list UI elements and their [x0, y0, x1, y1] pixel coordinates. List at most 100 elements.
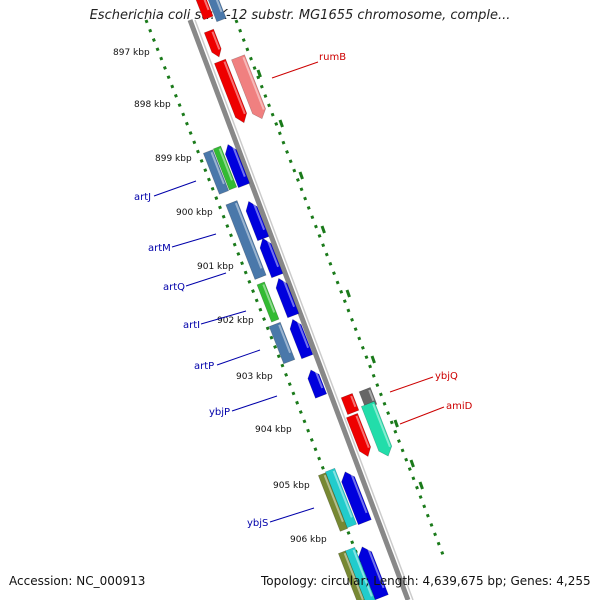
gene-red-3 [346, 412, 372, 457]
gene-amiD [360, 400, 393, 457]
gene-steelblue-2-highlight [234, 202, 263, 269]
gene-ybjS-highlight [349, 471, 368, 514]
gene-green-2-shape [256, 281, 280, 323]
gene-label: artM [148, 243, 171, 254]
gene-steelblue-1 [202, 149, 230, 195]
gene-label: artQ [163, 282, 185, 293]
gene-red-forward-highlight [223, 61, 246, 115]
genome-summary: Topology: circular; Length: 4,639,675 bp… [261, 574, 591, 588]
gene-top-blue [205, 0, 227, 23]
label-layer: 897 kbp 898 kbp 899 kbp 900 kbp 901 kbp 902 k… [113, 48, 473, 545]
gene-blue-bottom [358, 546, 389, 600]
gene-label: artI [183, 320, 200, 331]
gene-artP [289, 318, 314, 360]
chromosome-backbone-edge [194, 19, 414, 600]
gene-top-red-shape [192, 0, 214, 21]
kbp-label: 903 kbp [236, 372, 273, 382]
gene-teal-2-highlight [352, 549, 373, 597]
gene-label-leader [153, 180, 197, 197]
major-tick-outer [278, 119, 284, 128]
gene-artP-highlight [296, 319, 310, 349]
gene-ybjP [307, 369, 328, 399]
kbp-label: 900 kbp [176, 208, 213, 218]
gene-top-blue-shape [205, 0, 227, 23]
gene-label: ybjQ [435, 371, 458, 382]
gene-amiD-shape [360, 400, 393, 457]
gene-label-leader [171, 233, 217, 248]
gene-small-red-highlight [211, 31, 221, 50]
gene-green-1-highlight [218, 148, 233, 181]
major-tick-outer [256, 69, 262, 78]
kbp-label: 904 kbp [255, 425, 292, 435]
gene-green-2-highlight [262, 284, 276, 313]
gene-teal-1-highlight [332, 470, 353, 518]
gene-steelblue-3-shape [268, 321, 296, 365]
gene-small-red [203, 28, 222, 58]
gene-red-forward-shape [214, 58, 248, 124]
gene-label-leader [269, 507, 315, 523]
gene-artQ-shape [259, 237, 284, 279]
kbp-label: 905 kbp [273, 481, 310, 491]
major-tick-outer [320, 225, 326, 234]
gene-artM [245, 200, 270, 242]
gene-label: ybjP [209, 407, 230, 418]
gene-steelblue-1-shape [202, 149, 230, 195]
chromosome-backbone [187, 19, 411, 600]
gene-label: artP [194, 361, 214, 372]
gene-steelblue-2 [225, 200, 267, 280]
gene-artJ [224, 144, 250, 189]
gene-artM-shape [245, 200, 270, 242]
gene-artJ-shape [224, 144, 250, 189]
gene-green-1-shape [212, 145, 238, 191]
gene-label-leader [216, 349, 261, 366]
gene-rumB [231, 54, 266, 120]
gene-top-red [192, 0, 214, 21]
gene-red-3-shape [346, 412, 372, 457]
gene-top-blue-highlight [213, 0, 223, 13]
gene-steelblue-2-shape [225, 200, 267, 280]
gene-ybjS-shape [341, 471, 372, 526]
gene-artP-shape [289, 318, 314, 360]
tick-layer [144, 19, 447, 600]
gene-label-leader [185, 272, 227, 287]
gene-teal-2-shape [345, 546, 377, 600]
major-tick-outer [345, 289, 351, 298]
gene-top-red-highlight [200, 0, 210, 11]
gene-steelblue-3-highlight [278, 324, 292, 354]
gene-label-leader [271, 61, 319, 79]
gene-artI [275, 277, 300, 319]
gene-amiD-highlight [372, 403, 391, 448]
major-tick-outer [418, 481, 424, 490]
kbp-label: 899 kbp [155, 154, 192, 164]
kbp-label: 898 kbp [134, 100, 171, 110]
gene-small-red-shape [203, 28, 222, 58]
gene-ybjQ-shape [340, 393, 360, 415]
gene-teal-2 [345, 546, 377, 600]
gene-green-1 [212, 145, 238, 191]
gene-steelblue-3 [268, 321, 296, 365]
gene-green-2 [256, 281, 280, 323]
gene-label: rumB [319, 52, 346, 63]
gene-steelblue-1-highlight [210, 151, 225, 185]
chromosome-title: Escherichia coli str. K-12 substr. MG165… [89, 8, 511, 23]
gene-label-leader [399, 406, 445, 425]
gene-ybjQ [340, 393, 360, 415]
gene-red-forward [214, 58, 248, 124]
gene-artQ-highlight [266, 238, 280, 268]
gene-grey-highlight [368, 389, 375, 402]
gene-red-3-highlight [355, 415, 370, 448]
gene-label: artJ [134, 192, 151, 203]
gene-artQ [259, 237, 284, 279]
gene-teal-1-shape [325, 467, 357, 529]
kbp-label: 897 kbp [113, 48, 150, 58]
gene-label-leader [200, 310, 247, 325]
gene-olive-1-highlight [323, 474, 344, 523]
kbp-label: 902 kbp [217, 316, 254, 326]
gene-blue-bottom-highlight [366, 546, 385, 589]
feature-layer [192, 0, 393, 600]
gene-label-leader [389, 376, 434, 393]
gene-rumB-highlight [242, 56, 265, 110]
tick-rail-outer [234, 19, 447, 561]
